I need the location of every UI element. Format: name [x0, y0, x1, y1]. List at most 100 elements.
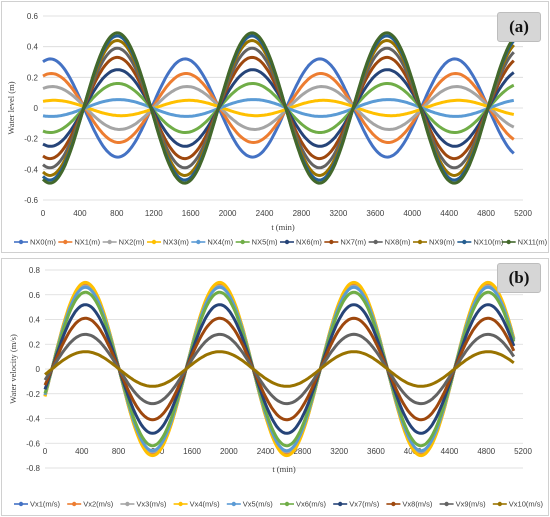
series-line-nx5m — [42, 82, 515, 134]
legend-entry: NX2(m) — [119, 238, 145, 247]
legend-marker — [18, 239, 24, 245]
y-tick-label: 0.4 — [27, 43, 39, 52]
y-tick-label: 0.8 — [29, 266, 41, 275]
legend-marker — [284, 501, 290, 507]
x-tick-label: 3200 — [330, 447, 348, 456]
x-tick-label: 2800 — [293, 209, 311, 218]
x-tick-label: 400 — [75, 447, 89, 456]
series-line-nx2m — [42, 84, 515, 132]
water-level-chart: 0.60.40.20-0.2-0.4-0.60 400 800 1200 1600 200… — [6, 12, 548, 247]
legend-entry: NX10(m) — [473, 238, 504, 247]
x-tick-label: 4800 — [477, 209, 495, 218]
legend-marker — [125, 501, 130, 507]
y-tick-label: 0.2 — [27, 73, 39, 82]
legend-entry: NX6(m) — [296, 238, 322, 247]
x-tick-label: 1600 — [182, 209, 200, 218]
legend-marker — [462, 239, 467, 245]
legend-marker — [240, 239, 245, 245]
legend-marker — [444, 501, 449, 507]
y-tick-label: -0.4 — [24, 165, 38, 174]
legend-marker — [373, 239, 378, 245]
x-tick-label: 2000 — [220, 447, 238, 456]
legend-marker — [506, 239, 511, 245]
y-tick-label: 0.6 — [29, 291, 41, 300]
x-tick-label: 0 — [43, 447, 48, 456]
series-line-nx4m — [42, 98, 515, 118]
legend-entry: Vx4(m/s) — [190, 500, 221, 509]
legend-entry: NX5(m) — [252, 238, 278, 247]
x-tick-label: 2400 — [257, 447, 275, 456]
legend-marker — [151, 239, 157, 245]
x-tick-label: 2800 — [293, 447, 311, 456]
x-axis-title: t (min) — [272, 464, 296, 474]
x-tick-label: 4400 — [440, 209, 458, 218]
x-tick-label: 800 — [112, 447, 126, 456]
chart-panel-b: 0.8 0.6 0.4 0.2 0 -0.2 -0.4 -0.6 -0.8 0 400 800 1200… — [1, 258, 549, 516]
legend-marker — [497, 501, 502, 507]
legend-marker — [178, 501, 183, 507]
y-tick-label: 0 — [36, 365, 41, 374]
legend-marker — [284, 239, 290, 245]
x-tick-label: 3600 — [367, 447, 385, 456]
legend-entry: Vx10(m/s) — [509, 500, 544, 509]
water-velocity-chart: 0.80.60.40.20-0.2-0.4-0.6-0.80 400 800 1200… — [8, 266, 544, 509]
legend-entry: NX11(m) — [518, 238, 548, 247]
legend-entry: Vx7(m/s) — [349, 500, 380, 509]
legend-marker — [107, 239, 112, 245]
legend-entry: Vx5(m/s) — [243, 500, 274, 509]
legend-marker — [18, 501, 24, 507]
legend-marker — [417, 239, 423, 245]
x-tick-label: 2000 — [219, 209, 237, 218]
x-tick-label: 400 — [73, 209, 87, 218]
legend-entry: Vx1(m/s) — [30, 500, 61, 509]
legend-entry: NX1(m) — [74, 238, 100, 247]
legend-marker — [231, 501, 236, 507]
x-tick-label: 3200 — [329, 209, 347, 218]
legend-entry: NX0(m) — [30, 238, 56, 247]
legend-marker — [72, 501, 77, 507]
x-tick-label: 4000 — [403, 209, 421, 218]
x-tick-label: 5200 — [514, 209, 532, 218]
legend-entry: NX9(m) — [429, 238, 455, 247]
x-tick-label: 4400 — [441, 447, 459, 456]
legend-entry: Vx9(m/s) — [456, 500, 487, 509]
y-tick-label: -0.6 — [24, 196, 38, 205]
panel-label-b: (b) — [497, 263, 541, 293]
legend-marker — [329, 239, 334, 245]
y-tick-label: -0.8 — [26, 464, 40, 473]
series-line-nx11m — [41, 31, 516, 185]
legend-entry: Vx8(m/s) — [402, 500, 433, 509]
legend-marker — [391, 501, 396, 507]
series-line-vx9ms — [43, 332, 516, 406]
y-axis-title: Water level (m) — [6, 81, 16, 134]
y-tick-label: 0.6 — [27, 12, 39, 21]
x-tick-label: 1200 — [145, 209, 163, 218]
x-tick-label: 5200 — [514, 447, 532, 456]
legend-marker — [338, 501, 343, 507]
series-line-nx3m — [42, 98, 515, 118]
legend-entry: Vx6(m/s) — [296, 500, 327, 509]
y-tick-label: -0.2 — [26, 390, 40, 399]
x-tick-label: 2400 — [256, 209, 274, 218]
legend-marker — [63, 239, 68, 245]
x-tick-label: 1600 — [183, 447, 201, 456]
legend-marker — [196, 239, 201, 245]
legend-entry: Vx3(m/s) — [136, 500, 167, 509]
x-tick-label: 800 — [110, 209, 124, 218]
legend-entry: NX4(m) — [207, 238, 233, 247]
x-tick-label: 0 — [41, 209, 46, 218]
y-tick-label: 0.2 — [29, 340, 41, 349]
series-line-vx8ms — [43, 316, 516, 422]
y-tick-label: -0.2 — [24, 135, 38, 144]
legend-entry: NX7(m) — [340, 238, 366, 247]
series-line-vx10ms — [44, 350, 515, 388]
y-axis-title: Water velocity (m/s) — [8, 334, 18, 404]
x-tick-label: 4800 — [477, 447, 495, 456]
x-axis-title: t (min) — [271, 222, 295, 232]
legend-entry: NX3(m) — [163, 238, 189, 247]
x-tick-label: 3600 — [366, 209, 384, 218]
y-tick-label: 0 — [34, 104, 39, 113]
y-tick-label: -0.6 — [26, 439, 40, 448]
chart-panel-a: 0.6 0.4 0.2 0 -0.2 -0.4 -0.6 0 400 800 1200 1600 200… — [1, 1, 549, 253]
y-tick-label: 0.4 — [29, 316, 41, 325]
